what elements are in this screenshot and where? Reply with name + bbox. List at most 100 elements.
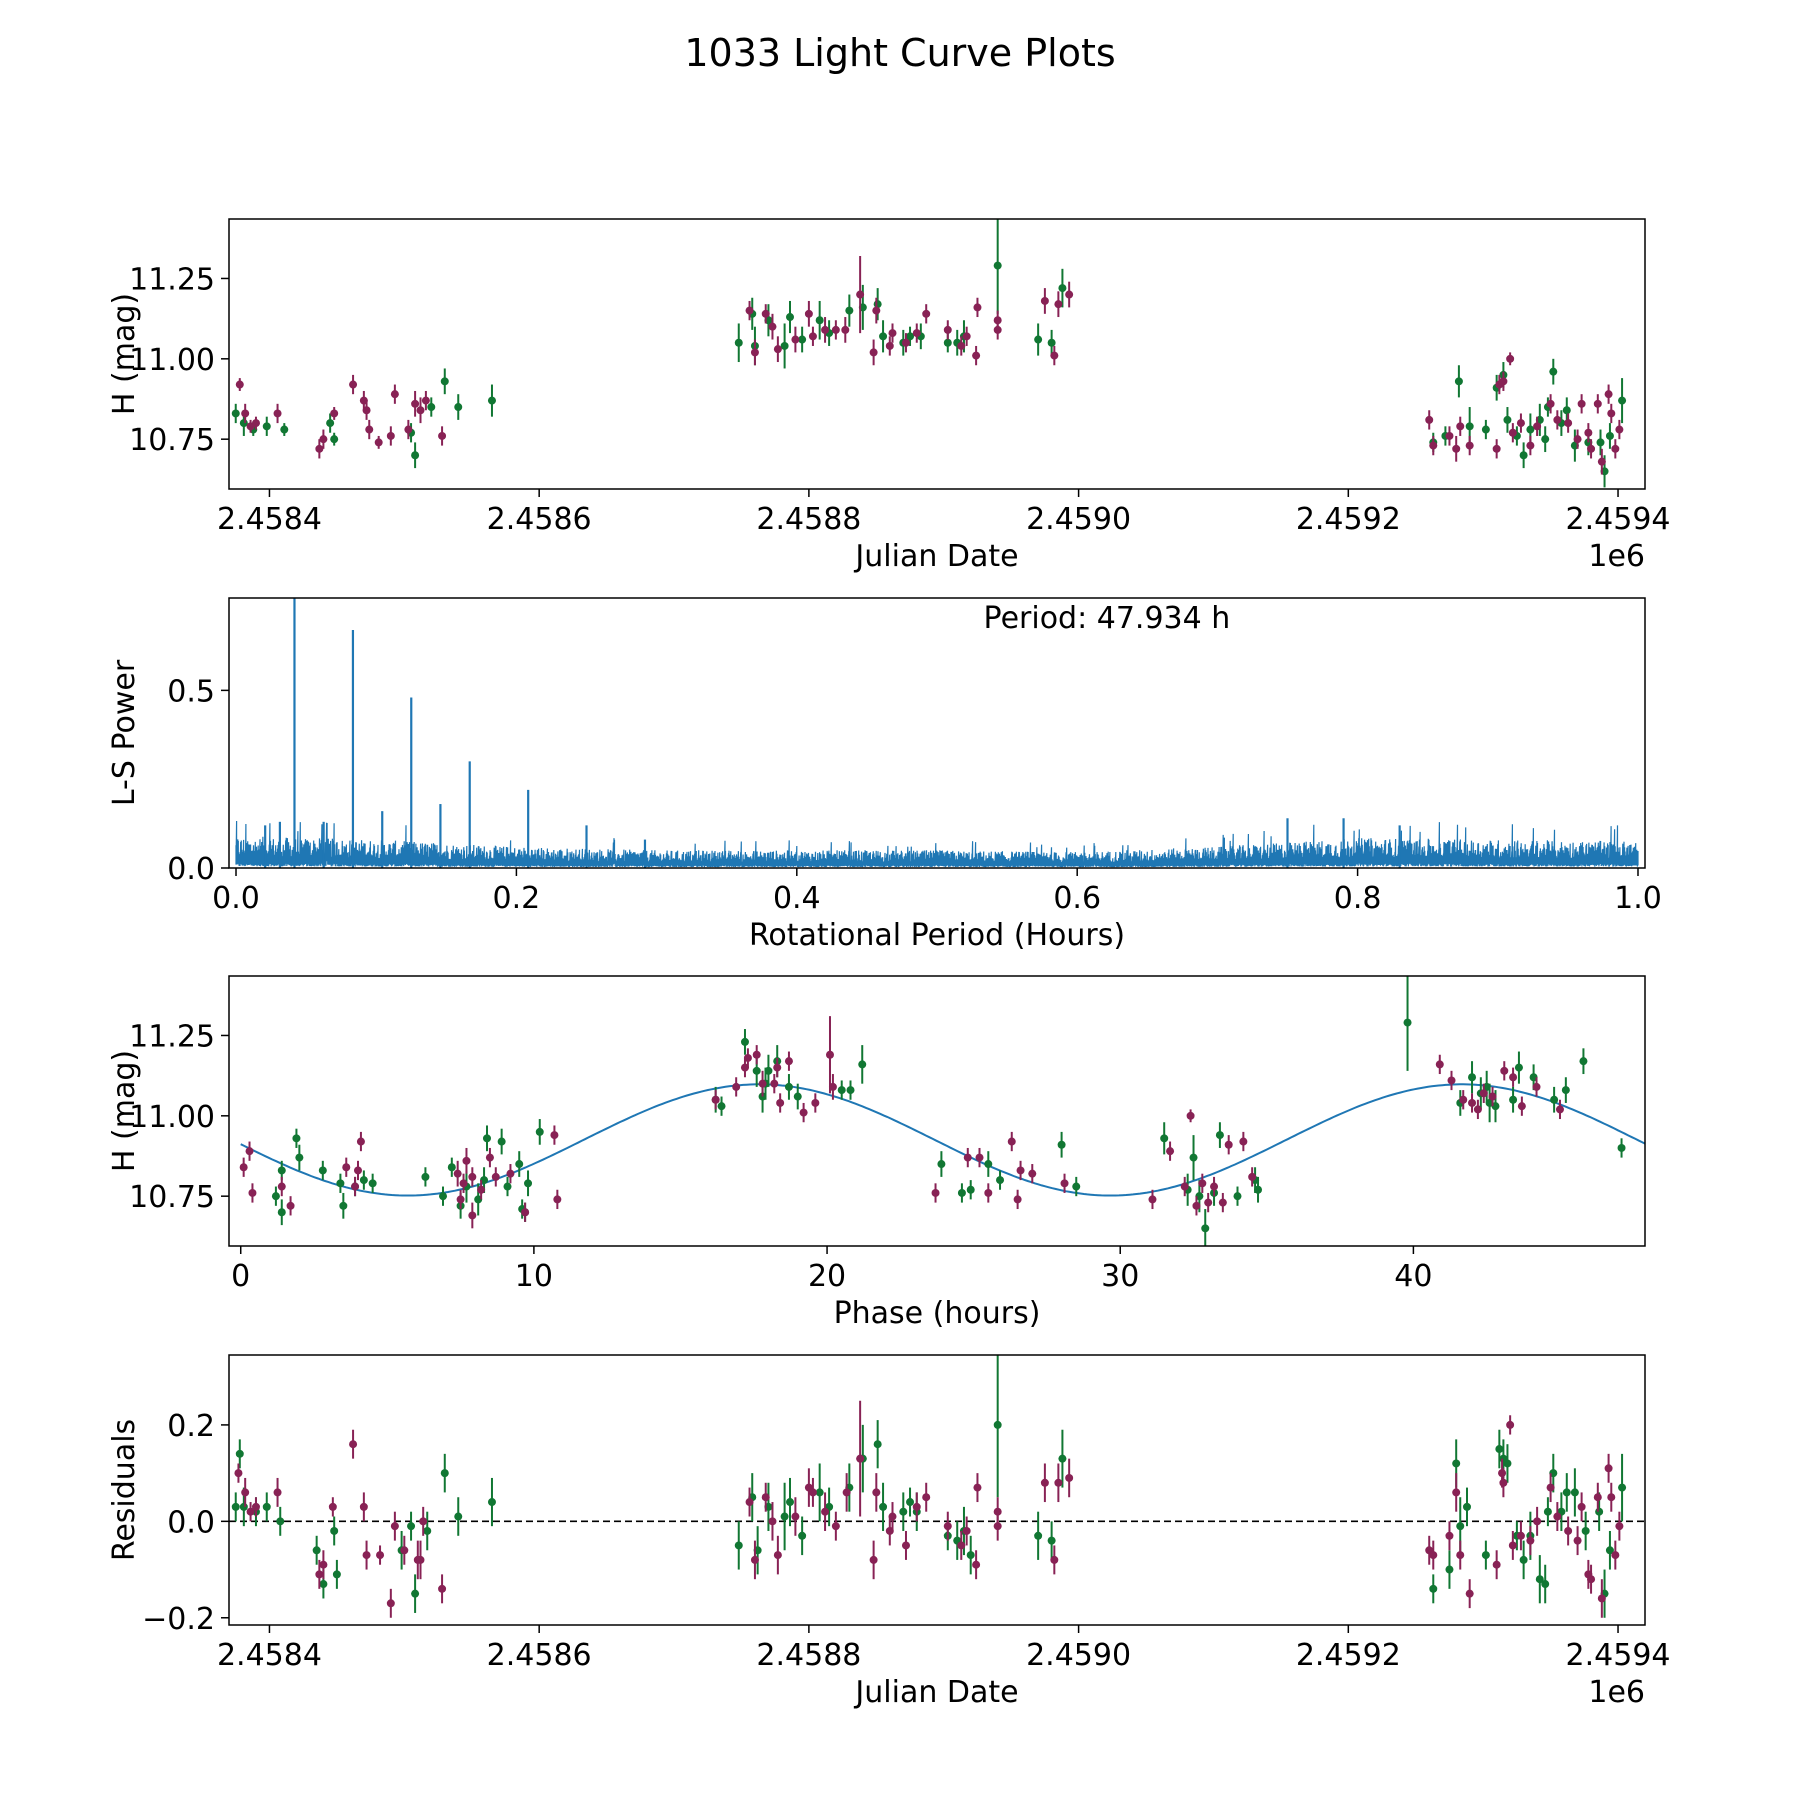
- data-point-purple: [1065, 290, 1074, 299]
- data-point-green: [1034, 335, 1043, 344]
- data-point-green: [1047, 338, 1056, 347]
- data-point-green: [497, 1137, 506, 1146]
- data-point-green: [1058, 284, 1067, 293]
- data-point-purple: [963, 1153, 972, 1162]
- data-point-green: [966, 1185, 975, 1194]
- data-point-purple: [821, 325, 830, 334]
- x-tick-label: 10: [515, 1259, 553, 1294]
- x-tick-label: 0.4: [773, 881, 821, 916]
- data-point-green: [292, 1134, 301, 1143]
- data-point-green: [535, 1127, 544, 1136]
- data-point-green: [1215, 1131, 1224, 1140]
- x-tick-label: 2.4588: [756, 502, 861, 537]
- data-point-purple: [1546, 399, 1555, 408]
- data-point-green: [421, 1172, 430, 1181]
- x-axis-label: Rotational Period (Hours): [749, 918, 1125, 953]
- data-point-purple: [390, 390, 399, 399]
- data-point-purple: [251, 419, 260, 428]
- data-point-purple: [761, 1493, 770, 1502]
- data-point-green: [764, 1066, 773, 1075]
- data-point-green: [1509, 1095, 1518, 1104]
- data-point-purple: [993, 1522, 1002, 1531]
- data-point-green: [330, 1526, 339, 1535]
- data-point-purple: [362, 406, 371, 415]
- data-point-purple: [831, 1522, 840, 1531]
- data-point-green: [873, 1440, 882, 1449]
- data-point-green: [1519, 1555, 1528, 1564]
- data-point-purple: [477, 1185, 486, 1194]
- data-point-green: [339, 1201, 348, 1210]
- data-point-green: [815, 316, 824, 325]
- x-tick-label: 0.0: [212, 881, 260, 916]
- data-point-purple: [362, 1551, 371, 1560]
- data-point-purple: [1013, 1195, 1022, 1204]
- data-point-purple: [768, 322, 777, 331]
- data-point-green: [326, 419, 335, 428]
- data-point-green: [1456, 1522, 1465, 1531]
- data-point-green: [740, 1037, 749, 1046]
- data-point-purple: [438, 431, 447, 440]
- data-point-green: [359, 1176, 368, 1185]
- data-point-green: [784, 1082, 793, 1091]
- data-point-purple: [416, 406, 425, 415]
- data-point-purple: [1239, 1137, 1248, 1146]
- data-point-purple: [506, 1169, 515, 1178]
- data-point-green: [1535, 1575, 1544, 1584]
- data-point-green: [1465, 422, 1474, 431]
- data-point-purple: [404, 425, 413, 434]
- data-point-green: [798, 335, 807, 344]
- data-point-purple: [1499, 377, 1508, 386]
- data-point-green: [1596, 438, 1605, 447]
- data-point-purple: [359, 1502, 368, 1511]
- data-point-green: [295, 1153, 304, 1162]
- data-point-purple: [248, 1188, 257, 1197]
- data-point-green: [368, 1179, 377, 1188]
- data-point-green: [276, 1517, 285, 1526]
- data-point-green: [937, 1160, 946, 1169]
- data-point-purple: [901, 1541, 910, 1550]
- y-tick-label: 0.5: [167, 674, 215, 709]
- y-tick-label: 10.75: [129, 423, 215, 458]
- data-point-purple: [521, 1208, 530, 1217]
- data-point-green: [262, 1502, 271, 1511]
- data-point-purple: [239, 1163, 248, 1172]
- data-point-green: [984, 1160, 993, 1169]
- data-point-green: [231, 409, 240, 418]
- data-point-purple: [931, 1188, 940, 1197]
- data-point-green: [1618, 396, 1627, 405]
- data-point-purple: [811, 1098, 820, 1107]
- data-point-purple: [770, 1079, 779, 1088]
- data-point-purple: [438, 1584, 447, 1593]
- periodogram-line: [235, 820, 1639, 868]
- data-point-purple: [1615, 1522, 1624, 1531]
- data-point-green: [1254, 1185, 1263, 1194]
- data-point-purple: [1445, 1531, 1454, 1540]
- data-point-purple: [808, 332, 817, 341]
- data-point-purple: [750, 1555, 759, 1564]
- data-point-green: [1468, 1073, 1477, 1082]
- data-point-purple: [1060, 1179, 1069, 1188]
- data-point-purple: [1224, 1140, 1233, 1149]
- data-point-green: [1541, 435, 1550, 444]
- x-tick-label: 0.6: [1053, 881, 1101, 916]
- data-point-purple: [1186, 1111, 1195, 1120]
- data-point-purple: [1516, 419, 1525, 428]
- data-point-green: [1570, 1488, 1579, 1497]
- data-point-purple: [1607, 409, 1616, 418]
- data-point-purple: [973, 303, 982, 312]
- data-point-purple: [808, 1488, 817, 1497]
- data-point-green: [330, 435, 339, 444]
- data-point-purple: [342, 1163, 351, 1172]
- data-point-purple: [972, 351, 981, 360]
- y-tick-label: 0.2: [167, 1409, 215, 1444]
- y-tick-label: 11.25: [129, 262, 215, 297]
- data-point-green: [1481, 425, 1490, 434]
- data-point-green: [1072, 1182, 1081, 1191]
- data-point-purple: [943, 1522, 952, 1531]
- data-point-purple: [1465, 441, 1474, 450]
- data-point-green: [786, 1498, 795, 1507]
- data-point-green: [1445, 1565, 1454, 1574]
- data-point-purple: [485, 1153, 494, 1162]
- data-point-purple: [1166, 1147, 1175, 1156]
- data-point-green: [943, 338, 952, 347]
